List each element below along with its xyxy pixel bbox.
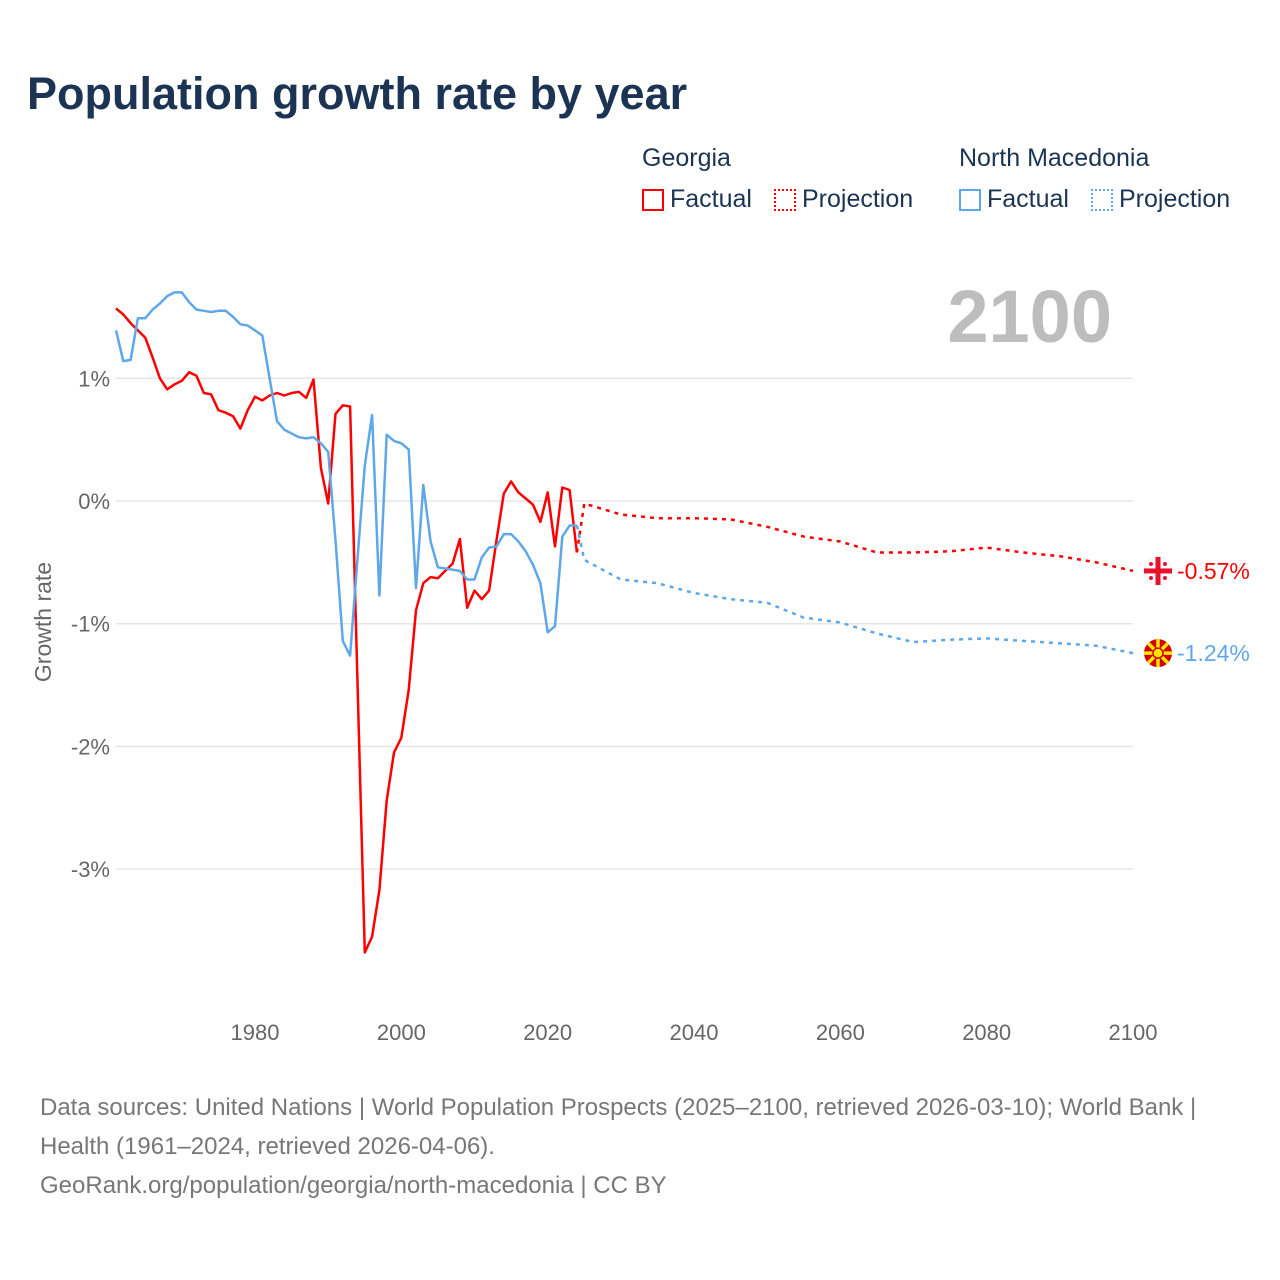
- legend-georgia: Georgia Factual Projection: [642, 144, 913, 214]
- legend-label: Projection: [801, 185, 914, 213]
- legend-north-macedonia-title: North Macedonia: [959, 144, 1150, 172]
- y-tick-label: 1%: [78, 366, 110, 391]
- georgia-factual-line: [115, 307, 579, 954]
- data-sources: Data sources: United Nations | World Pop…: [40, 1094, 1197, 1160]
- flag-small-cross: [1149, 575, 1153, 580]
- y-tick-label: -1%: [71, 612, 110, 637]
- legend-georgia-factual[interactable]: Factual: [642, 185, 752, 214]
- georgia-projection-line: [575, 502, 1134, 573]
- footer: Data sources: United Nations | World Pop…: [40, 1088, 1240, 1205]
- legend-georgia-title: Georgia: [642, 144, 731, 172]
- x-tick-label: 2080: [962, 1020, 1011, 1045]
- dotted-swatch-icon: [1090, 188, 1113, 211]
- legend-north-macedonia-projection[interactable]: Projection: [1090, 185, 1231, 214]
- legend-north-macedonia-factual[interactable]: Factual: [959, 185, 1069, 214]
- chart-title: Population growth rate by year: [27, 68, 688, 119]
- solid-swatch-icon: [642, 188, 664, 211]
- flag-sun: [1152, 647, 1164, 659]
- x-tick-label: 2000: [377, 1020, 426, 1045]
- current-year-label: 2100: [947, 275, 1112, 358]
- flag-small-cross: [1149, 561, 1153, 566]
- end-value-label: -0.57%: [1177, 558, 1250, 584]
- legend-north-macedonia: North Macedonia Factual Projection: [959, 144, 1230, 214]
- flag-small-cross: [1163, 575, 1167, 580]
- y-axis-label: Growth rate: [30, 562, 56, 682]
- flag-small-cross: [1163, 561, 1167, 566]
- flag-cross: [1155, 556, 1161, 585]
- legend-label: Projection: [1118, 185, 1231, 213]
- solid-swatch-icon: [959, 188, 981, 211]
- dotted-swatch-icon: [773, 188, 796, 211]
- y-tick-label: -2%: [71, 734, 110, 759]
- x-tick-label: 2060: [816, 1020, 865, 1045]
- x-tick-label: 2020: [523, 1020, 572, 1045]
- x-tick-label: 2100: [1109, 1020, 1158, 1045]
- georgia-flag-icon: [1143, 556, 1173, 586]
- y-tick-label: -3%: [71, 857, 110, 882]
- x-tick-label: 1980: [231, 1020, 280, 1045]
- north-macedonia-factual-line: [114, 291, 577, 657]
- legend-label: Factual: [670, 185, 752, 213]
- end-value-label: -1.24%: [1177, 640, 1250, 666]
- north-macedonia-projection-line: [575, 525, 1134, 655]
- y-tick-label: 0%: [78, 489, 110, 514]
- legend-georgia-projection[interactable]: Projection: [773, 185, 914, 214]
- x-tick-label: 2040: [670, 1020, 719, 1045]
- legend-label: Factual: [987, 185, 1069, 213]
- source-link[interactable]: GeoRank.org/population/georgia/north-mac…: [40, 1172, 667, 1199]
- north-macedonia-flag-icon: [1144, 639, 1172, 668]
